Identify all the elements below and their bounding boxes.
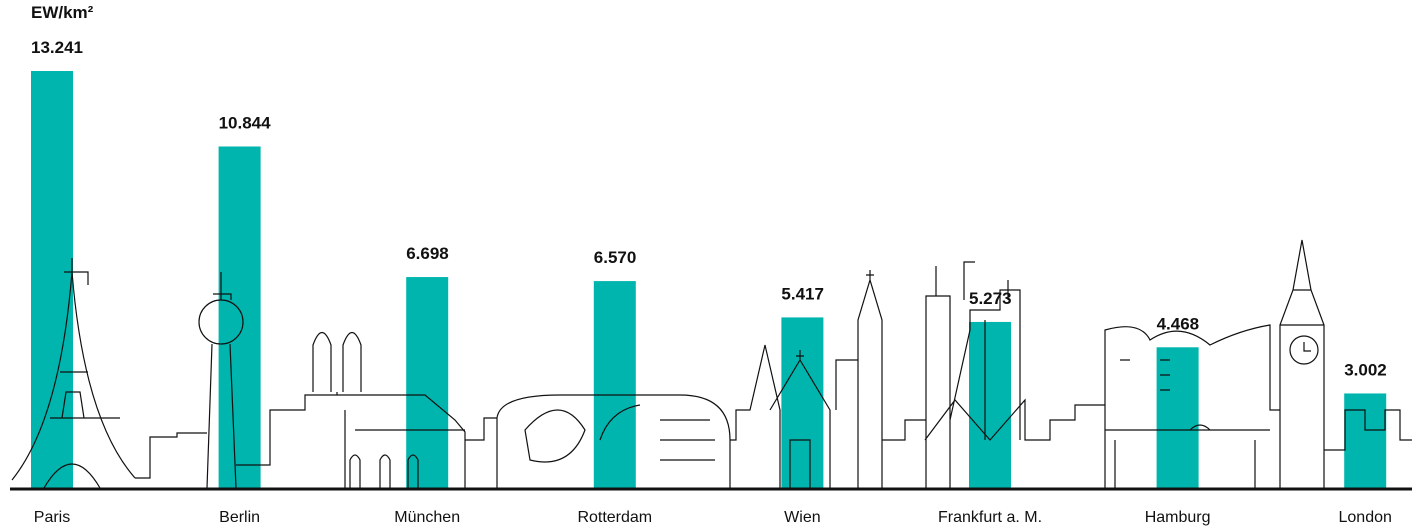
y-axis-label: EW/km²: [31, 3, 94, 22]
bar: [406, 277, 449, 488]
value-label: 6.698: [406, 244, 449, 263]
bar: [31, 71, 73, 488]
x-tick-label: Paris: [34, 509, 70, 526]
x-tick-label: Berlin: [219, 509, 260, 526]
skyline-illustration: [11, 239, 1412, 489]
value-label: 5.273: [969, 289, 1012, 308]
x-tick-label: Rotterdam: [577, 509, 652, 526]
value-label: 13.241: [31, 38, 83, 57]
value-label: 10.844: [219, 113, 272, 132]
value-label: 5.417: [781, 284, 824, 303]
bar: [781, 317, 824, 488]
bar: [1344, 393, 1387, 488]
x-tick-label: Hamburg: [1145, 509, 1211, 526]
bar: [593, 281, 636, 488]
value-label: 6.570: [594, 248, 637, 267]
bar: [969, 321, 1011, 488]
bar: [1156, 347, 1199, 488]
value-label: 4.468: [1157, 314, 1200, 333]
x-tick-label: Frankfurt a. M.: [938, 509, 1042, 526]
x-tick-label: München: [394, 509, 460, 526]
bar: [218, 146, 261, 488]
value-label: 3.002: [1344, 360, 1387, 379]
x-tick-label: Wien: [784, 509, 820, 526]
x-tick-label: London: [1339, 509, 1392, 526]
